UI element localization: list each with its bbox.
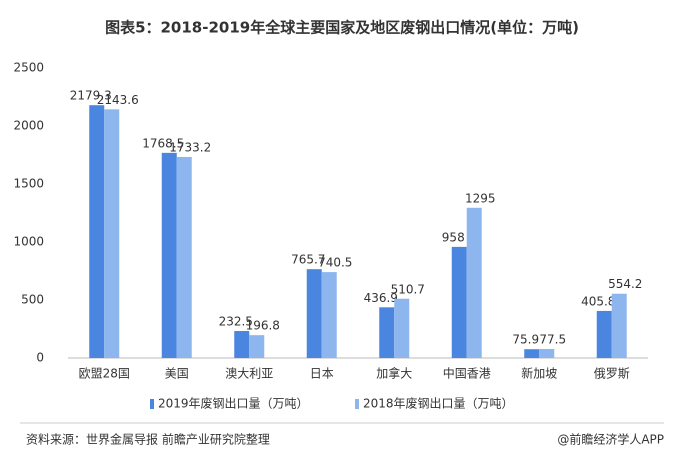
y-tick-label: 2000	[13, 119, 44, 133]
y-tick-label: 500	[21, 293, 44, 307]
credit: @前瞻经济学人APP	[557, 432, 664, 447]
bar	[321, 272, 337, 358]
value-label: 510.7	[391, 282, 425, 296]
legend-swatch	[355, 399, 359, 409]
bar	[89, 105, 105, 358]
bar	[451, 246, 467, 358]
bar	[249, 335, 265, 358]
value-label: 958	[442, 230, 465, 244]
legend-label: 2019年废钢出口量（万吨）	[158, 396, 309, 411]
bar	[394, 298, 410, 358]
x-tick-label: 加拿大	[376, 366, 412, 381]
y-tick-label: 0	[36, 351, 44, 365]
y-tick-label: 2500	[13, 61, 44, 75]
chart-title: 图表5：2018-2019年全球主要国家及地区废钢出口情况(单位：万吨)	[105, 19, 579, 37]
value-label: 77.5	[539, 333, 566, 347]
value-label: 1768.5	[142, 136, 184, 150]
x-tick-label: 俄罗斯	[594, 367, 630, 381]
bar	[161, 152, 177, 358]
x-tick-label: 新加坡	[521, 366, 557, 381]
value-label: 75.9	[512, 333, 539, 347]
value-label: 232.5	[219, 315, 253, 329]
bar	[611, 293, 627, 358]
value-label: 2179.3	[70, 89, 112, 103]
x-tick-label: 日本	[310, 367, 334, 381]
value-label: 740.5	[318, 256, 352, 270]
value-label: 2143.6	[97, 93, 139, 107]
bar	[176, 156, 192, 358]
legend-swatch	[150, 399, 154, 409]
value-label: 1295	[465, 191, 496, 205]
x-tick-label: 美国	[165, 367, 189, 381]
source: 资料来源：世界金属导报 前瞻产业研究院整理	[26, 432, 270, 447]
x-tick-label: 澳大利亚	[225, 367, 273, 381]
x-tick-label: 中国香港	[443, 366, 491, 381]
bar	[466, 207, 482, 358]
bar	[596, 310, 612, 358]
bar	[234, 331, 250, 358]
bar	[104, 109, 120, 358]
bar	[539, 349, 555, 358]
x-tick-label: 欧盟28国	[79, 367, 130, 381]
value-label: 436.9	[364, 291, 398, 305]
y-tick-label: 1000	[13, 235, 44, 249]
value-label: 554.2	[608, 277, 642, 291]
y-tick-label: 1500	[13, 177, 44, 191]
value-label: 1733.2	[169, 140, 211, 154]
bar	[379, 307, 395, 358]
value-label: 196.8	[246, 319, 280, 333]
bar	[524, 349, 540, 358]
value-label: 405.8	[581, 294, 615, 308]
bar	[306, 269, 322, 358]
legend-label: 2018年废钢出口量（万吨）	[363, 396, 514, 411]
value-label: 765.7	[291, 253, 325, 267]
